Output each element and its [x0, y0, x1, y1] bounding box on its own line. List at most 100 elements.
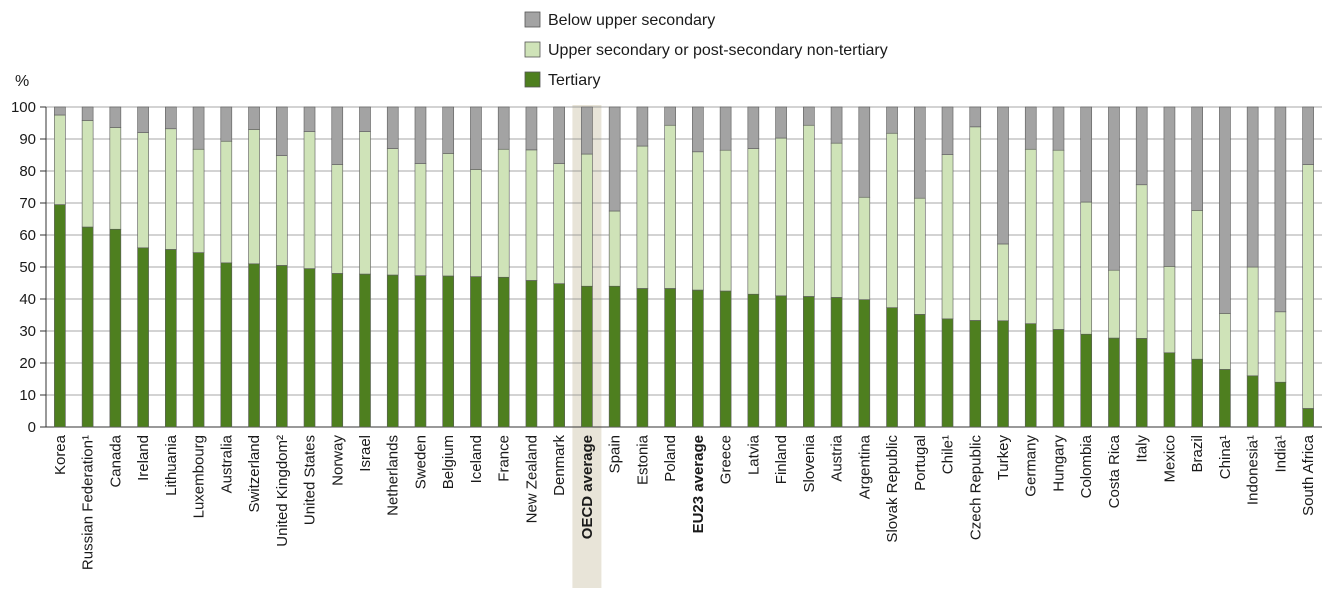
bar-segment-below-upper-secondary [1246, 106, 1259, 268]
bar-segment-upper-secondary-or-post-secondary-non-tertiary [192, 148, 205, 253]
bar-segment-below-upper-secondary [525, 106, 538, 151]
bar-segment-upper-secondary-or-post-secondary-non-tertiary [137, 132, 149, 249]
bar-segment-below-upper-secondary [886, 106, 898, 134]
x-tick-label: China¹ [1217, 435, 1234, 479]
x-tick-label: United States [302, 435, 319, 525]
bar-segment-upper-secondary-or-post-secondary-non-tertiary [608, 210, 621, 287]
x-tick-label: Costa Rica [1106, 434, 1123, 508]
x-tick-label: Poland [662, 435, 679, 482]
bar-segment-below-upper-secondary [1052, 106, 1065, 151]
bar-segment-upper-secondary-or-post-secondary-non-tertiary [1191, 210, 1203, 360]
x-tick-label: Brazil [1189, 435, 1206, 473]
bar-segment-upper-secondary-or-post-secondary-non-tertiary [941, 154, 954, 320]
bar-segment-below-upper-secondary [858, 106, 871, 198]
bar-segment-below-upper-secondary [913, 106, 926, 199]
bar-segment-upper-secondary-or-post-secondary-non-tertiary [1135, 184, 1148, 339]
bar-segment-upper-secondary-or-post-secondary-non-tertiary [414, 163, 427, 276]
bar-segment-tertiary [581, 285, 593, 428]
bar-segment-tertiary [525, 280, 538, 428]
bar-segment-upper-secondary-or-post-secondary-non-tertiary [636, 145, 649, 289]
x-tick-label: Denmark [551, 435, 568, 496]
bar-segment-tertiary [1191, 358, 1203, 428]
bar-segment-upper-secondary-or-post-secondary-non-tertiary [553, 163, 565, 284]
bar-segment-below-upper-secondary [692, 106, 704, 153]
y-tick-label: 90 [19, 131, 36, 148]
bar-segment-tertiary [359, 273, 371, 428]
bar-segment-tertiary [1219, 369, 1231, 428]
bar-segment-below-upper-secondary [803, 106, 815, 126]
bar-segment-tertiary [137, 247, 149, 428]
y-tick-label: 50 [19, 259, 36, 276]
bar-segment-tertiary [941, 318, 954, 428]
bar-segment-tertiary [1108, 337, 1120, 428]
bar-segment-tertiary [54, 204, 66, 428]
bar-segment-tertiary [192, 252, 205, 428]
x-tick-label: Iceland [468, 435, 485, 483]
legend-swatch-tertiary [524, 71, 541, 88]
bar-segment-below-upper-secondary [414, 106, 427, 164]
y-tick-label: 10 [19, 387, 36, 404]
bar-segment-upper-secondary-or-post-secondary-non-tertiary [1052, 149, 1065, 330]
bar-segment-upper-secondary-or-post-secondary-non-tertiary [497, 148, 510, 278]
bar-segment-below-upper-secondary [331, 106, 344, 165]
bar-segment-tertiary [470, 276, 482, 428]
y-tick-label: 40 [19, 291, 36, 308]
bar-segment-tertiary [830, 297, 843, 428]
bar-segment-upper-secondary-or-post-secondary-non-tertiary [969, 126, 982, 321]
x-tick-label: Colombia [1078, 434, 1095, 498]
bar-segment-below-upper-secondary [275, 106, 288, 156]
x-tick-label: Switzerland [246, 435, 263, 513]
x-tick-label: United Kingdom² [274, 435, 291, 547]
bar-segment-upper-secondary-or-post-secondary-non-tertiary [220, 140, 233, 264]
bar-segment-tertiary [220, 262, 233, 428]
bar-segment-upper-secondary-or-post-secondary-non-tertiary [830, 142, 843, 298]
bar-segment-upper-secondary-or-post-secondary-non-tertiary [581, 153, 593, 287]
bar-segment-upper-secondary-or-post-secondary-non-tertiary [386, 148, 399, 276]
bar-segment-below-upper-secondary [969, 106, 982, 128]
bar-segment-upper-secondary-or-post-secondary-non-tertiary [1219, 313, 1231, 370]
bar-segment-below-upper-secondary [941, 106, 954, 155]
bar-segment-upper-secondary-or-post-secondary-non-tertiary [359, 131, 371, 275]
bar-segment-tertiary [275, 265, 288, 428]
x-tick-label: Israel [357, 435, 374, 472]
legend-swatch-below-upper-secondary [524, 11, 541, 28]
bar-segment-tertiary [692, 289, 704, 428]
bar-segment-upper-secondary-or-post-secondary-non-tertiary [54, 114, 66, 205]
bar-segment-tertiary [1052, 329, 1065, 428]
bar-segment-below-upper-secondary [1191, 106, 1203, 211]
bar-segment-upper-secondary-or-post-secondary-non-tertiary [1246, 266, 1259, 377]
bar-segment-upper-secondary-or-post-secondary-non-tertiary [1024, 148, 1037, 324]
plot-area: 0 10 20 30 40 50 60 70 80 90 100 Korea Russian Feder… [11, 99, 1322, 588]
bar-segment-tertiary [775, 295, 787, 428]
bar-segment-below-upper-secondary [192, 106, 205, 150]
y-tick-label: 30 [19, 323, 36, 340]
bar-segment-below-upper-secondary [1024, 106, 1037, 150]
x-tick-label: Italy [1134, 435, 1151, 463]
bar-segment-tertiary [331, 273, 344, 428]
bar-segment-below-upper-secondary [608, 106, 621, 212]
legend: Below upper secondary Upper secondary or… [524, 11, 888, 89]
bar-segment-upper-secondary-or-post-secondary-non-tertiary [248, 129, 260, 265]
bar-segment-below-upper-secondary [1163, 106, 1176, 267]
bar-segment-tertiary [497, 276, 510, 428]
x-tick-label: Luxembourg [191, 435, 208, 518]
bar-segment-below-upper-secondary [747, 106, 760, 149]
bar-segment-upper-secondary-or-post-secondary-non-tertiary [775, 137, 787, 297]
x-tick-label: Spain [607, 435, 624, 473]
x-tick-label: Sweden [412, 435, 429, 489]
bar-segment-below-upper-secondary [54, 106, 66, 116]
bar-segment-below-upper-secondary [997, 106, 1009, 245]
bar-segment-below-upper-secondary [581, 106, 593, 155]
bar-segment-tertiary [109, 228, 122, 428]
bar-segment-below-upper-secondary [109, 106, 122, 128]
bar-segment-upper-secondary-or-post-secondary-non-tertiary [858, 196, 871, 300]
bar-segment-tertiary [442, 275, 455, 428]
bar-segment-below-upper-secondary [220, 106, 233, 142]
bar-segment-upper-secondary-or-post-secondary-non-tertiary [719, 149, 732, 292]
bar-segment-below-upper-secondary [1135, 106, 1148, 186]
x-tick-label: France [496, 435, 513, 482]
x-tick-label: New Zealand [523, 435, 540, 523]
bar-segment-tertiary [886, 307, 898, 428]
x-tick-label: Belgium [440, 435, 457, 489]
x-tick-label: Russian Federation¹ [80, 435, 97, 570]
